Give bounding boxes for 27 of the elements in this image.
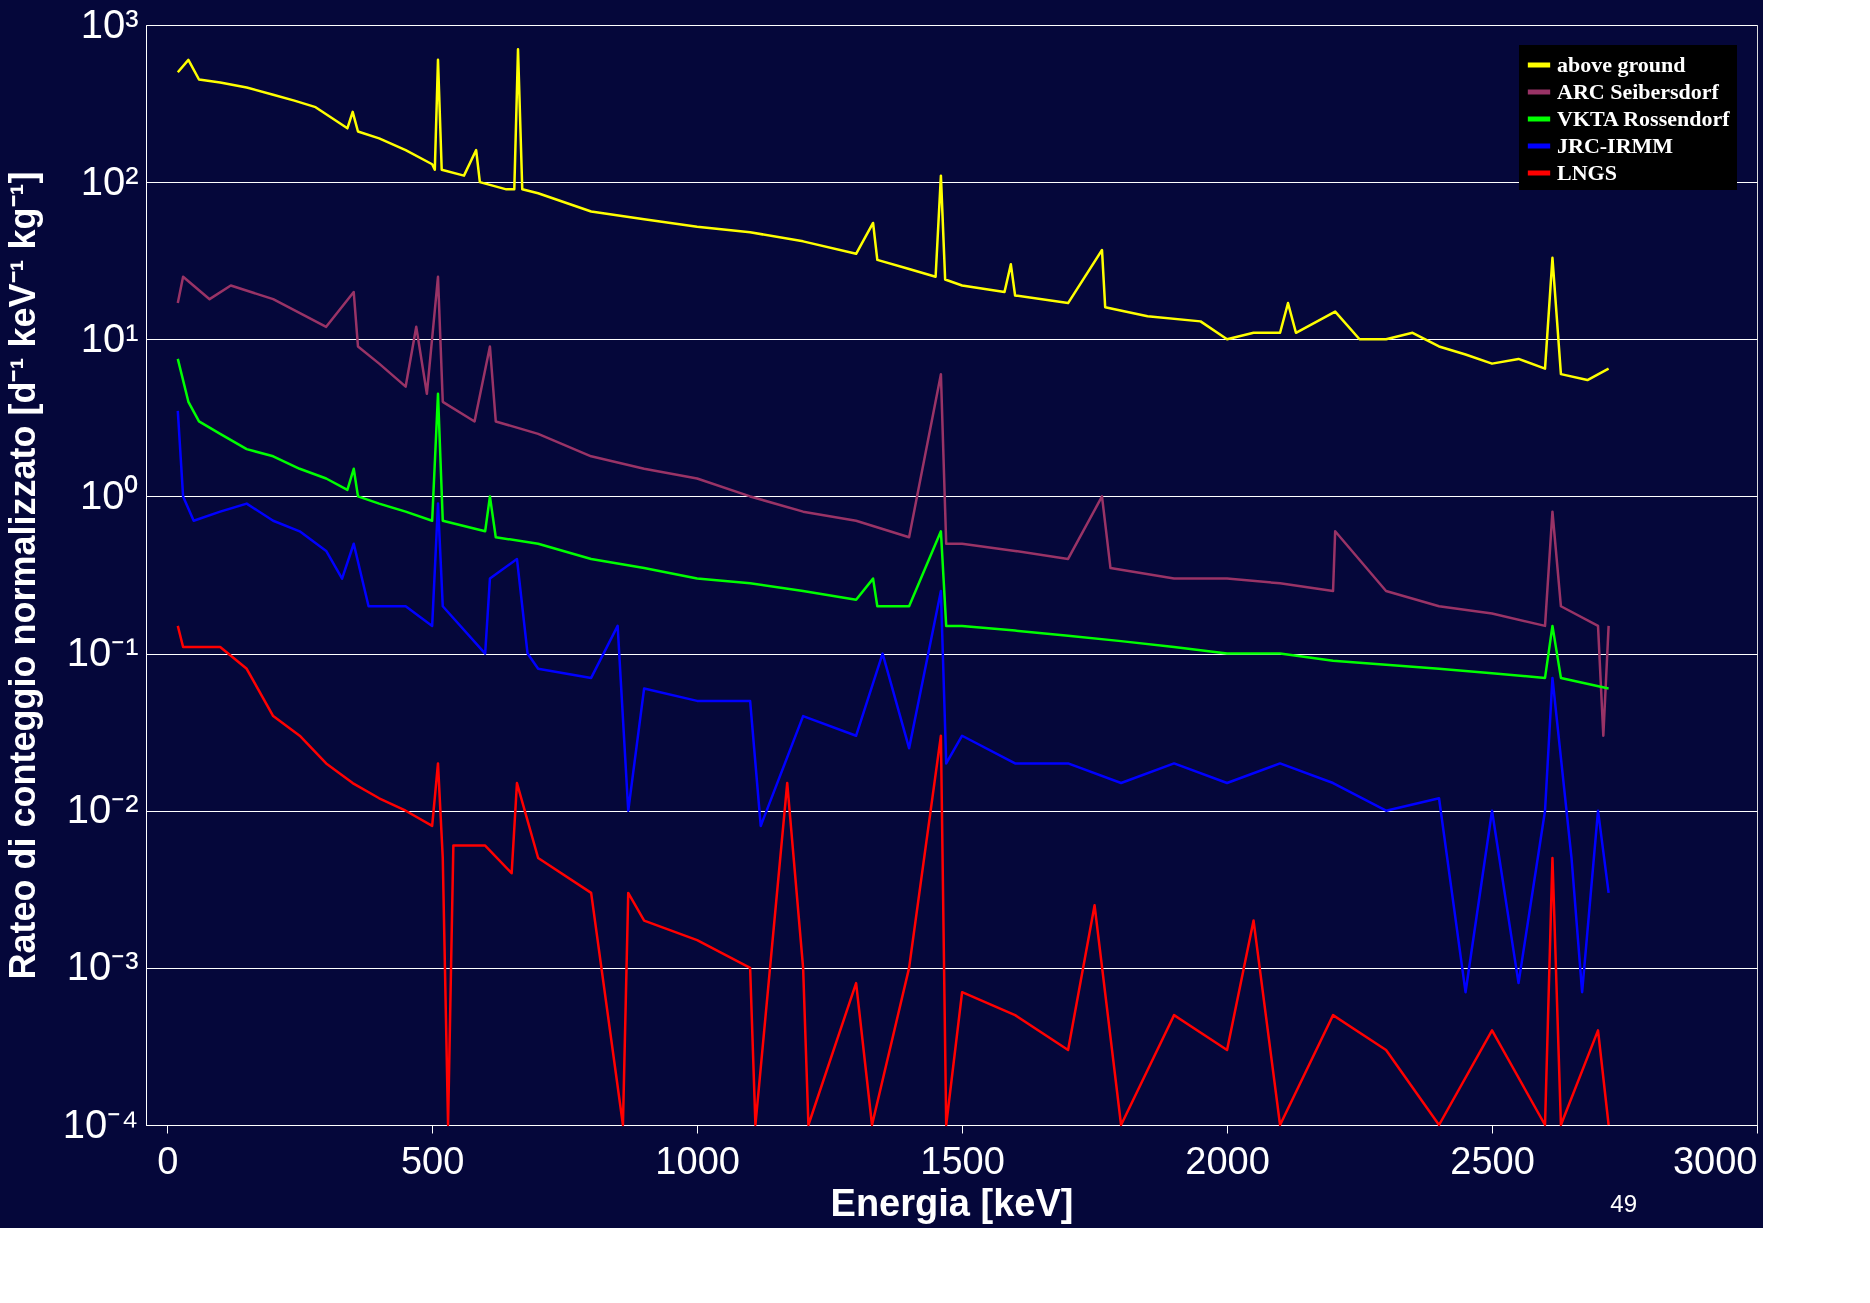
x-axis-title: Energia [keV] — [830, 1181, 1074, 1224]
x-tick-label: 1000 — [655, 1139, 740, 1182]
y-tick-label: 10⁻² — [66, 787, 139, 832]
line-series — [176, 357, 1610, 690]
y-axis-title: Rateo di conteggio normalizzato [d⁻¹ keV⁻¹ kg⁻¹] — [1, 171, 43, 980]
y-tick-label: 10⁰ — [80, 472, 139, 517]
x-tick-label: 2500 — [1450, 1139, 1535, 1182]
legend-label: above ground — [1557, 52, 1686, 77]
legend-label: ARC Seibersdorf — [1557, 79, 1720, 104]
y-tick-label: 10³ — [80, 1, 139, 46]
x-tick-label: 500 — [400, 1139, 465, 1182]
line-series — [176, 624, 1610, 1127]
line-series — [176, 275, 1610, 737]
x-tick-label: 3000 — [1672, 1139, 1758, 1182]
y-tick-label: 10⁻³ — [66, 944, 139, 989]
x-tick-label: 0 — [157, 1139, 179, 1182]
y-tick-label: 10⁻¹ — [66, 630, 139, 675]
x-tick-label: 2000 — [1185, 1139, 1270, 1182]
y-tick-label: 10⁻⁴ — [62, 1101, 139, 1146]
y-tick-label: 10² — [80, 158, 139, 203]
text: 49 — [1610, 1190, 1637, 1217]
legend-label: VKTA Rossendorf — [1557, 106, 1731, 131]
x-tick-label: 1500 — [920, 1139, 1005, 1182]
legend-label: JRC-IRMM — [1557, 133, 1674, 158]
line-series — [176, 409, 1610, 994]
legend-label: LNGS — [1557, 160, 1617, 185]
y-tick-label: 10¹ — [80, 315, 139, 360]
